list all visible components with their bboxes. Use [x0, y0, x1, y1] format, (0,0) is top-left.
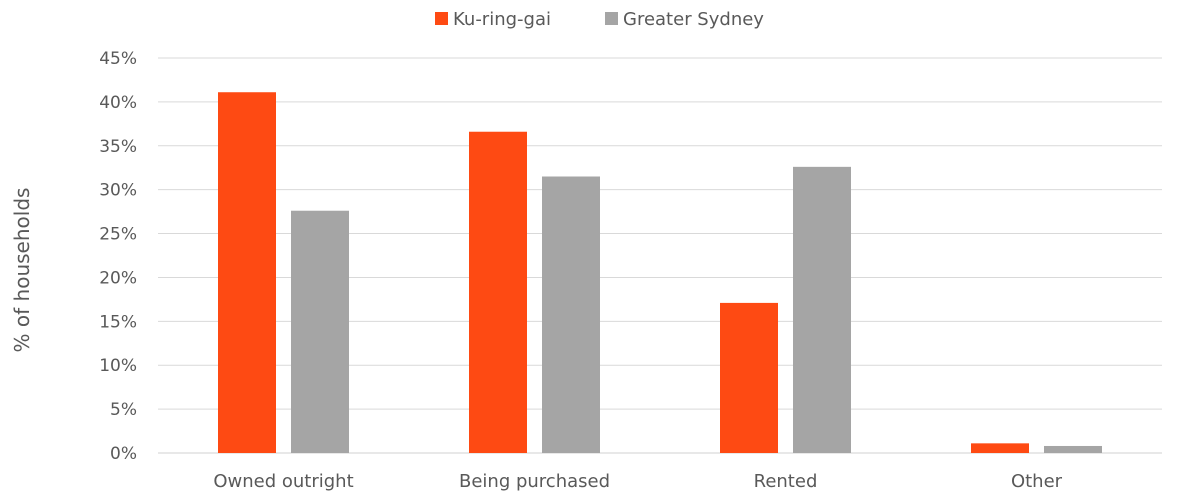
- y-tick-label: 5%: [110, 400, 137, 420]
- bar-ku-ring-gai-other: [971, 443, 1029, 453]
- y-tick-label: 20%: [99, 268, 137, 288]
- bar-greater-sydney-rented: [793, 166, 851, 453]
- x-category-label: Being purchased: [459, 471, 610, 492]
- x-category-label: Owned outright: [213, 471, 353, 492]
- legend: Ku-ring-gai Greater Sydney: [435, 9, 764, 30]
- y-tick-label: 45%: [99, 49, 137, 69]
- bar-ku-ring-gai-owned-outright: [218, 92, 276, 453]
- bar-greater-sydney-owned-outright: [291, 210, 349, 453]
- legend-label: Greater Sydney: [623, 9, 764, 30]
- y-axis-title: % of households: [10, 188, 34, 353]
- y-tick-label: 10%: [99, 356, 137, 376]
- y-tick-label: 0%: [110, 444, 137, 464]
- y-tick-label: 25%: [99, 225, 137, 245]
- x-category-label: Rented: [754, 471, 818, 492]
- legend-swatch: [435, 12, 448, 25]
- y-tick-label: 15%: [99, 312, 137, 332]
- y-tick-label: 35%: [99, 137, 137, 157]
- legend-label: Ku-ring-gai: [453, 9, 551, 30]
- bar-greater-sydney-being-purchased: [542, 176, 600, 453]
- bar-greater-sydney-other: [1044, 445, 1102, 453]
- bars: [218, 92, 1102, 453]
- y-tick-label: 30%: [99, 181, 137, 201]
- bar-ku-ring-gai-rented: [720, 302, 778, 453]
- bar-ku-ring-gai-being-purchased: [469, 131, 527, 453]
- x-axis-labels: Owned outright Being purchased Rented Other: [213, 471, 1062, 492]
- x-category-label: Other: [1011, 471, 1063, 492]
- legend-swatch: [605, 12, 618, 25]
- y-tick-label: 40%: [99, 93, 137, 113]
- y-axis-ticks: 0% 5% 10% 15% 20% 25% 30% 35% 40% 45%: [99, 49, 137, 464]
